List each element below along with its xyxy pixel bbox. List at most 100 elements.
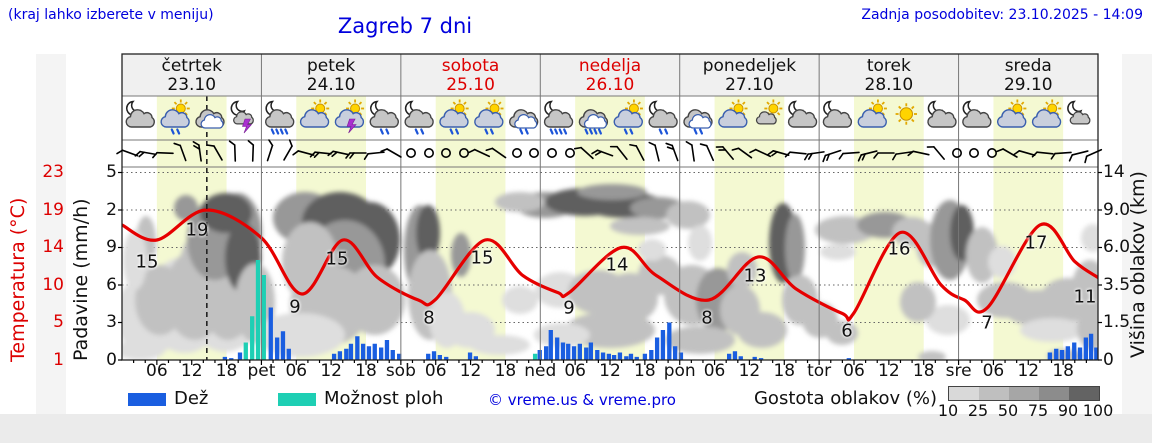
- wind-barb-icon: [591, 149, 614, 157]
- cloud-scale-90: 90: [1057, 401, 1079, 420]
- wind-barb-icon: [1084, 148, 1103, 164]
- rain-bar: [726, 353, 732, 360]
- wind-barb-icon: [857, 150, 878, 162]
- rain-drop-icon: [420, 128, 425, 135]
- sun-ray: [184, 101, 188, 105]
- shower-legend-label: Možnost ploh: [320, 388, 448, 409]
- rain-drop-icon: [588, 128, 593, 135]
- small-cloud-icon: [1069, 111, 1091, 125]
- sun-ray: [637, 101, 641, 105]
- wind-barb-icon: [731, 147, 753, 159]
- cloud-icon: [787, 109, 818, 128]
- cloud-icon: [404, 109, 434, 128]
- cloud-blob: [451, 233, 471, 277]
- sun-ray: [313, 101, 317, 105]
- rain-bar: [588, 342, 594, 360]
- weather-icon: [822, 100, 853, 128]
- rain-bar: [426, 353, 431, 360]
- rain-bar: [537, 350, 542, 360]
- rain-bar: [390, 350, 395, 360]
- rain-bar: [444, 356, 449, 360]
- cloud-icon: [613, 109, 643, 128]
- wind-barb-icon: [485, 147, 507, 159]
- copyright-link[interactable]: © vreme.us & vreme.pro: [488, 391, 676, 409]
- cloud-icon: [962, 109, 992, 128]
- weather-icon: [369, 100, 399, 135]
- cloud-blob: [345, 265, 405, 335]
- cloud-density-gradient-segment: [949, 387, 979, 400]
- wind-barb-icon: [629, 143, 645, 161]
- wind-barb-icon: [573, 146, 594, 160]
- page-title: Zagreb 7 dni: [337, 14, 473, 38]
- rain-legend-label: Dež: [170, 388, 213, 409]
- cloud-density-gradient-segment: [979, 387, 1009, 400]
- menu-hint: (kraj lahko izberete v meniju): [8, 7, 214, 23]
- rain-bar: [397, 353, 402, 360]
- weather-icon: [334, 99, 365, 134]
- rain-drop-icon: [279, 128, 284, 135]
- rain-bar: [738, 356, 743, 360]
- shower-bar: [532, 353, 538, 360]
- weather-icon: [755, 99, 783, 125]
- rain-bar: [634, 356, 639, 360]
- sun-ray: [911, 118, 915, 123]
- wind-barb-icon: [873, 152, 895, 159]
- shower-bar: [261, 275, 266, 360]
- wind-barb-icon: [1050, 151, 1072, 160]
- white-cloud-icon: [200, 114, 224, 129]
- calm-wind-icon: [423, 148, 434, 159]
- sun-ray: [731, 101, 735, 105]
- rain-bar: [654, 337, 660, 360]
- cloud-blob: [665, 326, 735, 354]
- wind-barb-icon: [292, 150, 315, 156]
- cloud-density-gradient-segment: [1069, 387, 1099, 400]
- wind-barb-icon: [609, 145, 628, 161]
- rain-bar: [846, 358, 851, 360]
- cloud-blob: [502, 286, 538, 314]
- rain-drop-icon: [519, 128, 524, 135]
- rain-bar: [543, 346, 549, 360]
- sun-ray: [1045, 101, 1049, 105]
- wind-barb-icon: [838, 151, 860, 160]
- rain-bar: [467, 352, 473, 360]
- sun-ray: [323, 101, 328, 105]
- cloud-blob: [1020, 318, 1084, 342]
- sun-ray: [348, 101, 352, 105]
- cloud-blob: [174, 195, 198, 221]
- sun-ray: [776, 101, 781, 105]
- cloud-scale-100: 100: [1082, 401, 1114, 420]
- weather-icon: [718, 99, 748, 128]
- wind-barb-icon: [345, 152, 367, 159]
- cloud-blob: [820, 244, 856, 260]
- wind-barb-icon: [152, 151, 174, 159]
- cloud-icon: [822, 109, 853, 128]
- rain-bar: [237, 352, 243, 360]
- weather-icon: [230, 100, 254, 134]
- wind-barb-icon: [784, 151, 807, 158]
- wind-barb-icon: [996, 148, 1018, 158]
- weather-icon: [264, 100, 295, 135]
- calm-wind-icon: [458, 148, 469, 159]
- rain-bar: [268, 307, 273, 360]
- wind-barb-icon: [665, 142, 679, 162]
- cloud-blob: [900, 282, 936, 322]
- calm-wind-icon: [405, 148, 416, 159]
- rain-drop-icon: [549, 128, 554, 135]
- sun-disc: [768, 103, 779, 114]
- calm-wind-icon: [968, 148, 979, 159]
- rain-drop-icon: [563, 128, 568, 135]
- wind-barb-icon: [206, 144, 223, 161]
- rain-drop-icon: [176, 128, 181, 135]
- shower-bar: [255, 260, 261, 360]
- cloud-blob: [666, 201, 710, 229]
- cloud-icon: [718, 109, 748, 128]
- rain-bar: [672, 346, 678, 360]
- cloud-density-legend-label: Gostota oblakov (%): [737, 388, 937, 409]
- rain-drop-icon: [284, 128, 289, 135]
- wind-barb-icon: [822, 149, 842, 163]
- precipitation-axis-title: Padavine (mm/h): [70, 198, 92, 362]
- rain-bar: [331, 353, 337, 360]
- rain-bar: [649, 350, 654, 360]
- weather-icon: [404, 100, 434, 135]
